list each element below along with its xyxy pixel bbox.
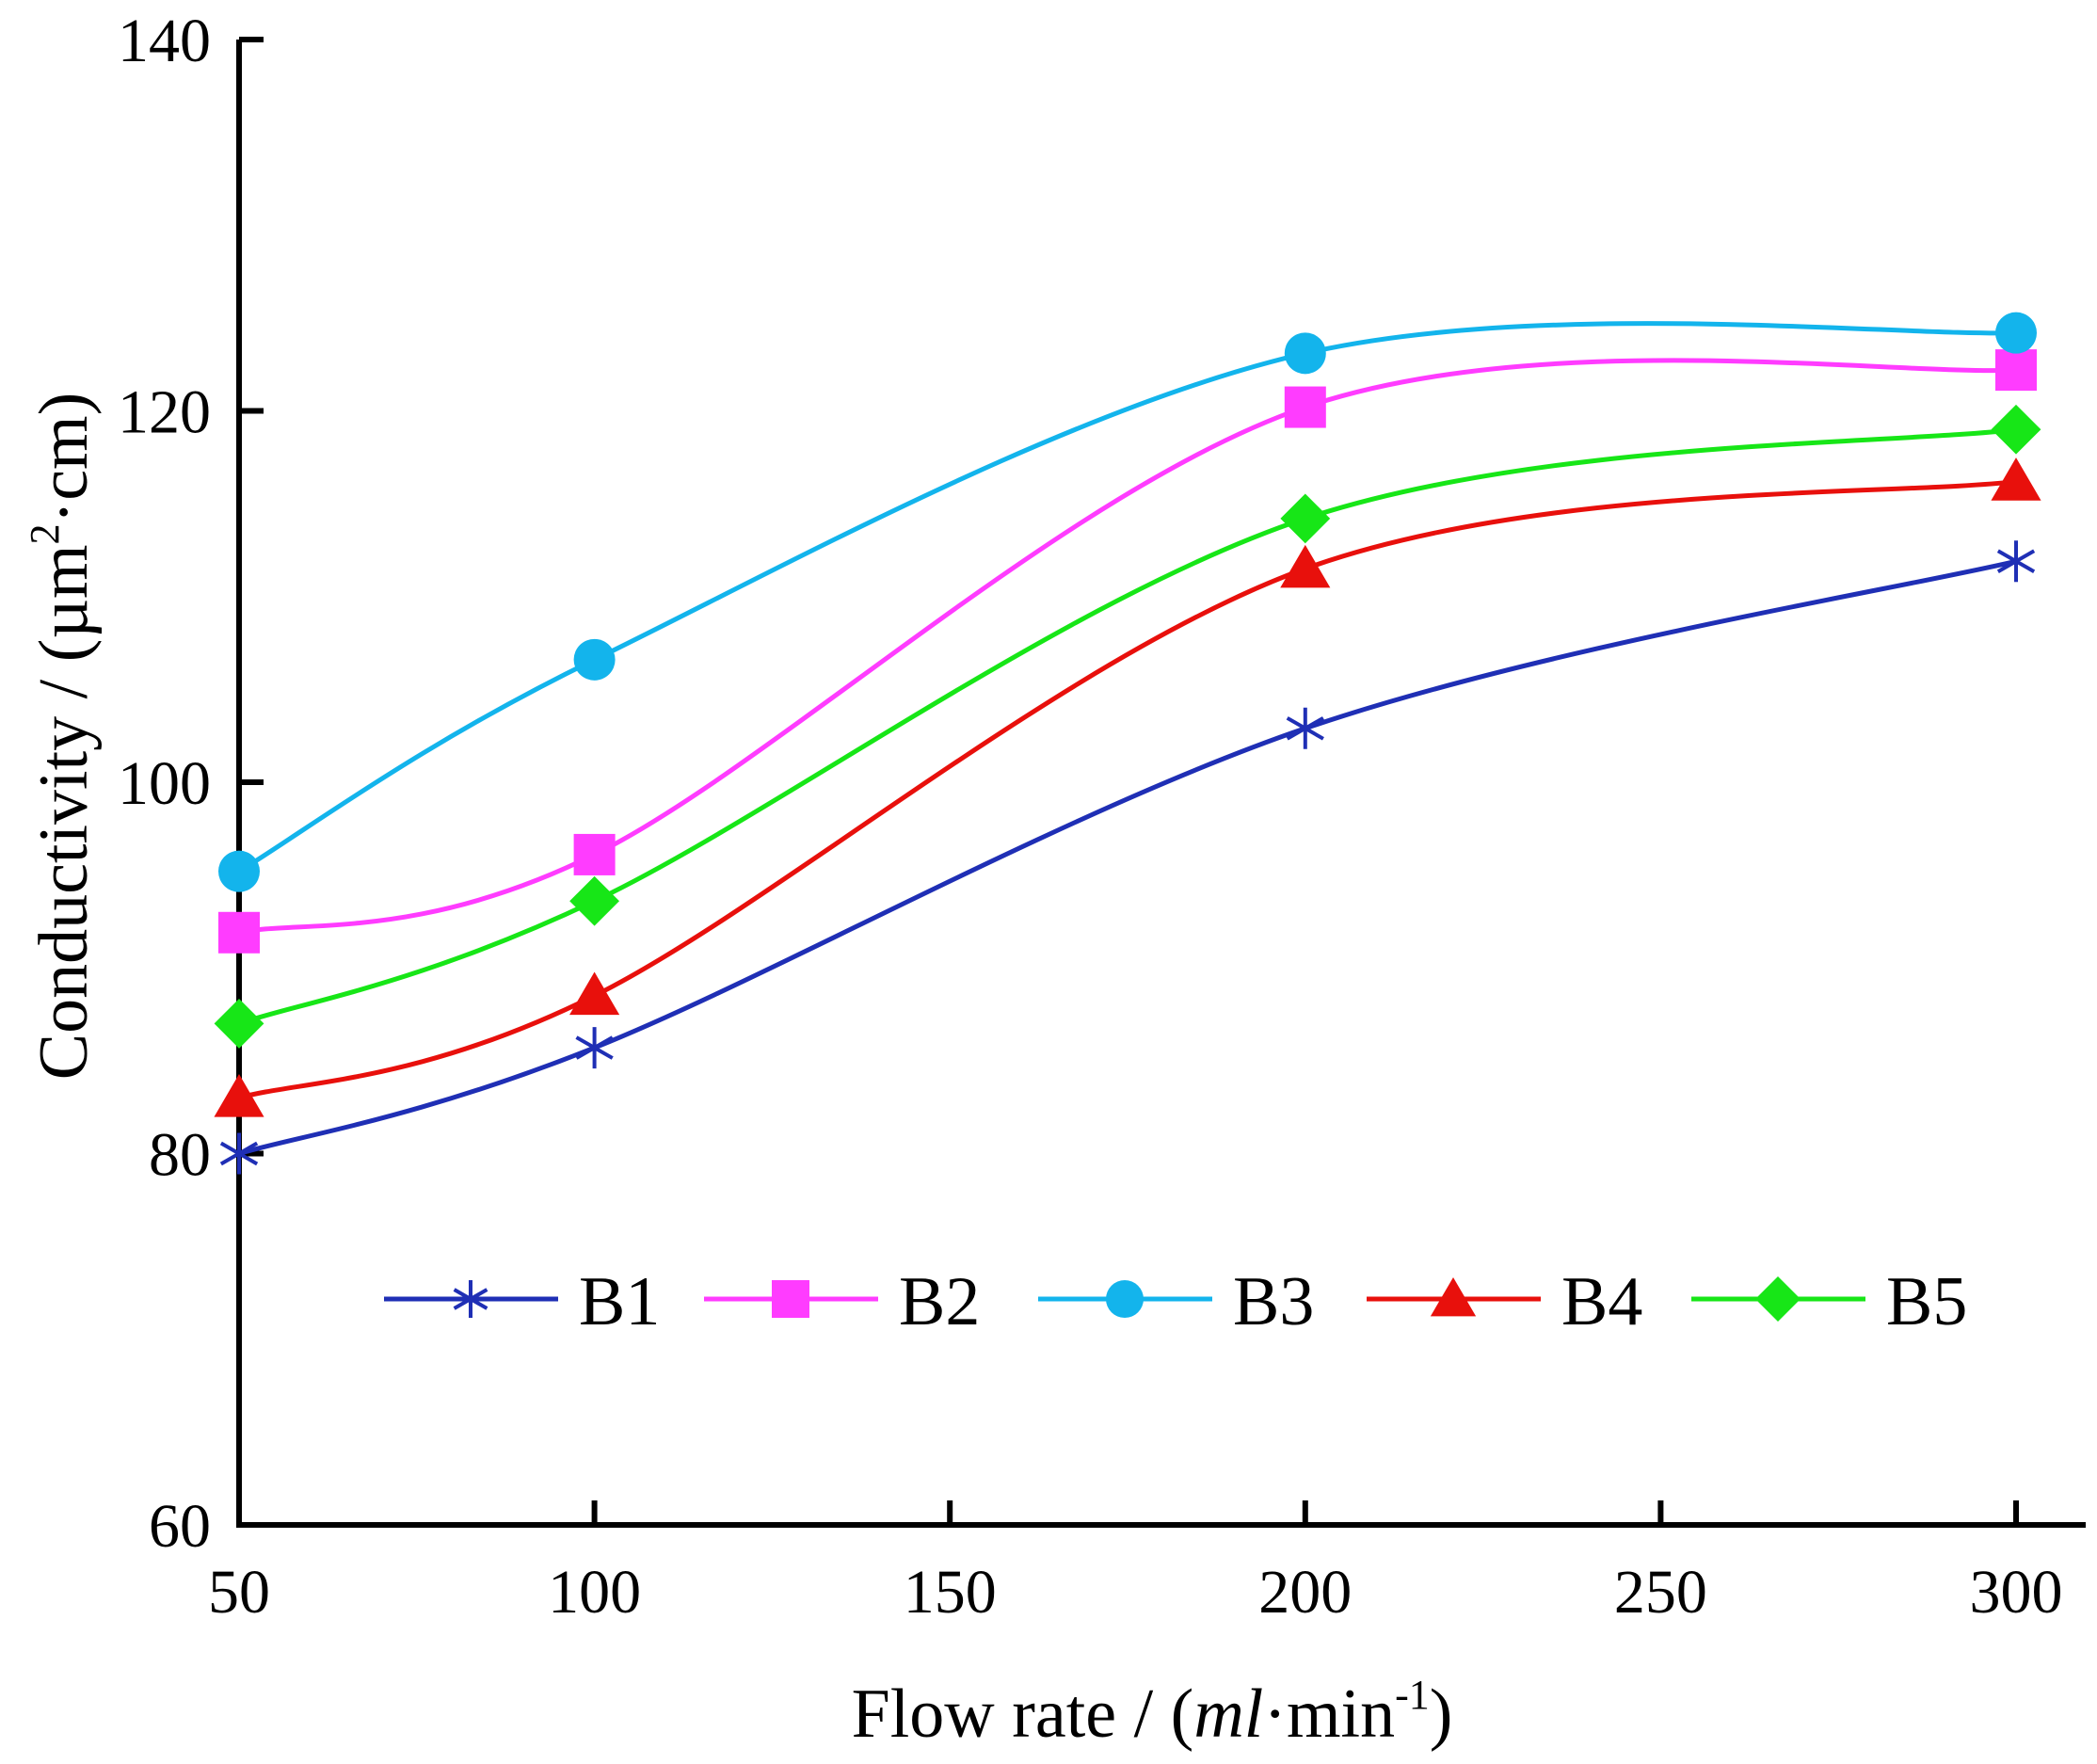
legend-item-b5: B5 [1691, 1263, 1967, 1340]
legend-label: B2 [899, 1263, 980, 1340]
x-axis-label: Flow rate / (ml·min-1) [852, 1672, 1453, 1753]
y-axis-label: Conductivity / (µm2·cm) [22, 393, 103, 1081]
marker-square [218, 911, 260, 954]
marker-circle [1995, 312, 2037, 354]
legend-item-b3: B3 [1038, 1263, 1314, 1340]
series-line [237, 321, 2017, 874]
x-tick-label: 200 [1258, 1558, 1352, 1627]
series-layer [214, 312, 2041, 1175]
legend-label: B5 [1886, 1263, 1967, 1340]
marker-stroke [1996, 549, 2036, 574]
marker-circle [218, 850, 260, 892]
series-b5 [214, 404, 2041, 1049]
legend-label: B3 [1233, 1263, 1314, 1340]
marker-asterisk [1996, 540, 2036, 583]
y-tick-label: 140 [118, 7, 211, 75]
marker-square [573, 833, 616, 875]
series-b4 [214, 457, 2041, 1117]
y-tick-label: 60 [149, 1492, 211, 1561]
marker-diamond [214, 999, 264, 1049]
marker-diamond [569, 875, 619, 926]
y-tick-label: 100 [118, 749, 211, 818]
marker-stroke [575, 1035, 614, 1060]
series-line [238, 558, 2017, 1156]
series-b1 [219, 540, 2036, 1175]
x-tick-label: 150 [904, 1558, 997, 1627]
marker-asterisk [219, 1132, 259, 1175]
legend: B1 B2 B3 B4 B5 [384, 1263, 1967, 1340]
marker-square [1995, 349, 2037, 392]
marker-circle [1284, 332, 1326, 375]
axes: 60 80 100 120 140 50 100 150 200 250 300 [118, 7, 2086, 1627]
series-line [238, 478, 2017, 1100]
x-tick-label: 300 [1970, 1558, 2063, 1627]
legend-item-b2: B2 [704, 1263, 980, 1340]
marker-triangle [569, 971, 620, 1016]
legend-label: B4 [1561, 1263, 1642, 1340]
marker-stroke [453, 1288, 488, 1310]
legend-item-b4: B4 [1367, 1263, 1642, 1340]
marker-asterisk [1286, 707, 1324, 749]
marker-asterisk [575, 1027, 614, 1069]
x-tick-label: 250 [1614, 1558, 1707, 1627]
marker-square [1284, 386, 1326, 428]
series-line [238, 358, 2017, 936]
marker-circle [573, 638, 616, 681]
legend-label: B1 [579, 1263, 660, 1340]
series-b3 [218, 312, 2037, 892]
marker-triangle [214, 1074, 264, 1117]
legend-item-b1: B1 [384, 1263, 660, 1340]
marker-triangle [1991, 457, 2041, 501]
marker-diamond [1755, 1276, 1801, 1322]
marker-triangle [1430, 1277, 1477, 1317]
x-tick-label: 50 [208, 1558, 270, 1627]
marker-stroke [219, 1141, 259, 1166]
marker-square [772, 1280, 809, 1318]
axis-labels: Flow rate / (ml·min-1) Conductivity / (µ… [22, 393, 1452, 1753]
marker-diamond [1991, 404, 2041, 455]
marker-triangle [1280, 544, 1331, 588]
marker-diamond [1280, 493, 1331, 544]
marker-circle [1106, 1280, 1144, 1318]
series-line [238, 426, 2017, 1026]
y-tick-label: 120 [118, 378, 211, 447]
x-tick-label: 100 [548, 1558, 641, 1627]
marker-asterisk [453, 1280, 488, 1318]
marker-stroke [1286, 716, 1324, 741]
y-tick-label: 80 [149, 1121, 211, 1190]
series-b2 [218, 349, 2037, 954]
